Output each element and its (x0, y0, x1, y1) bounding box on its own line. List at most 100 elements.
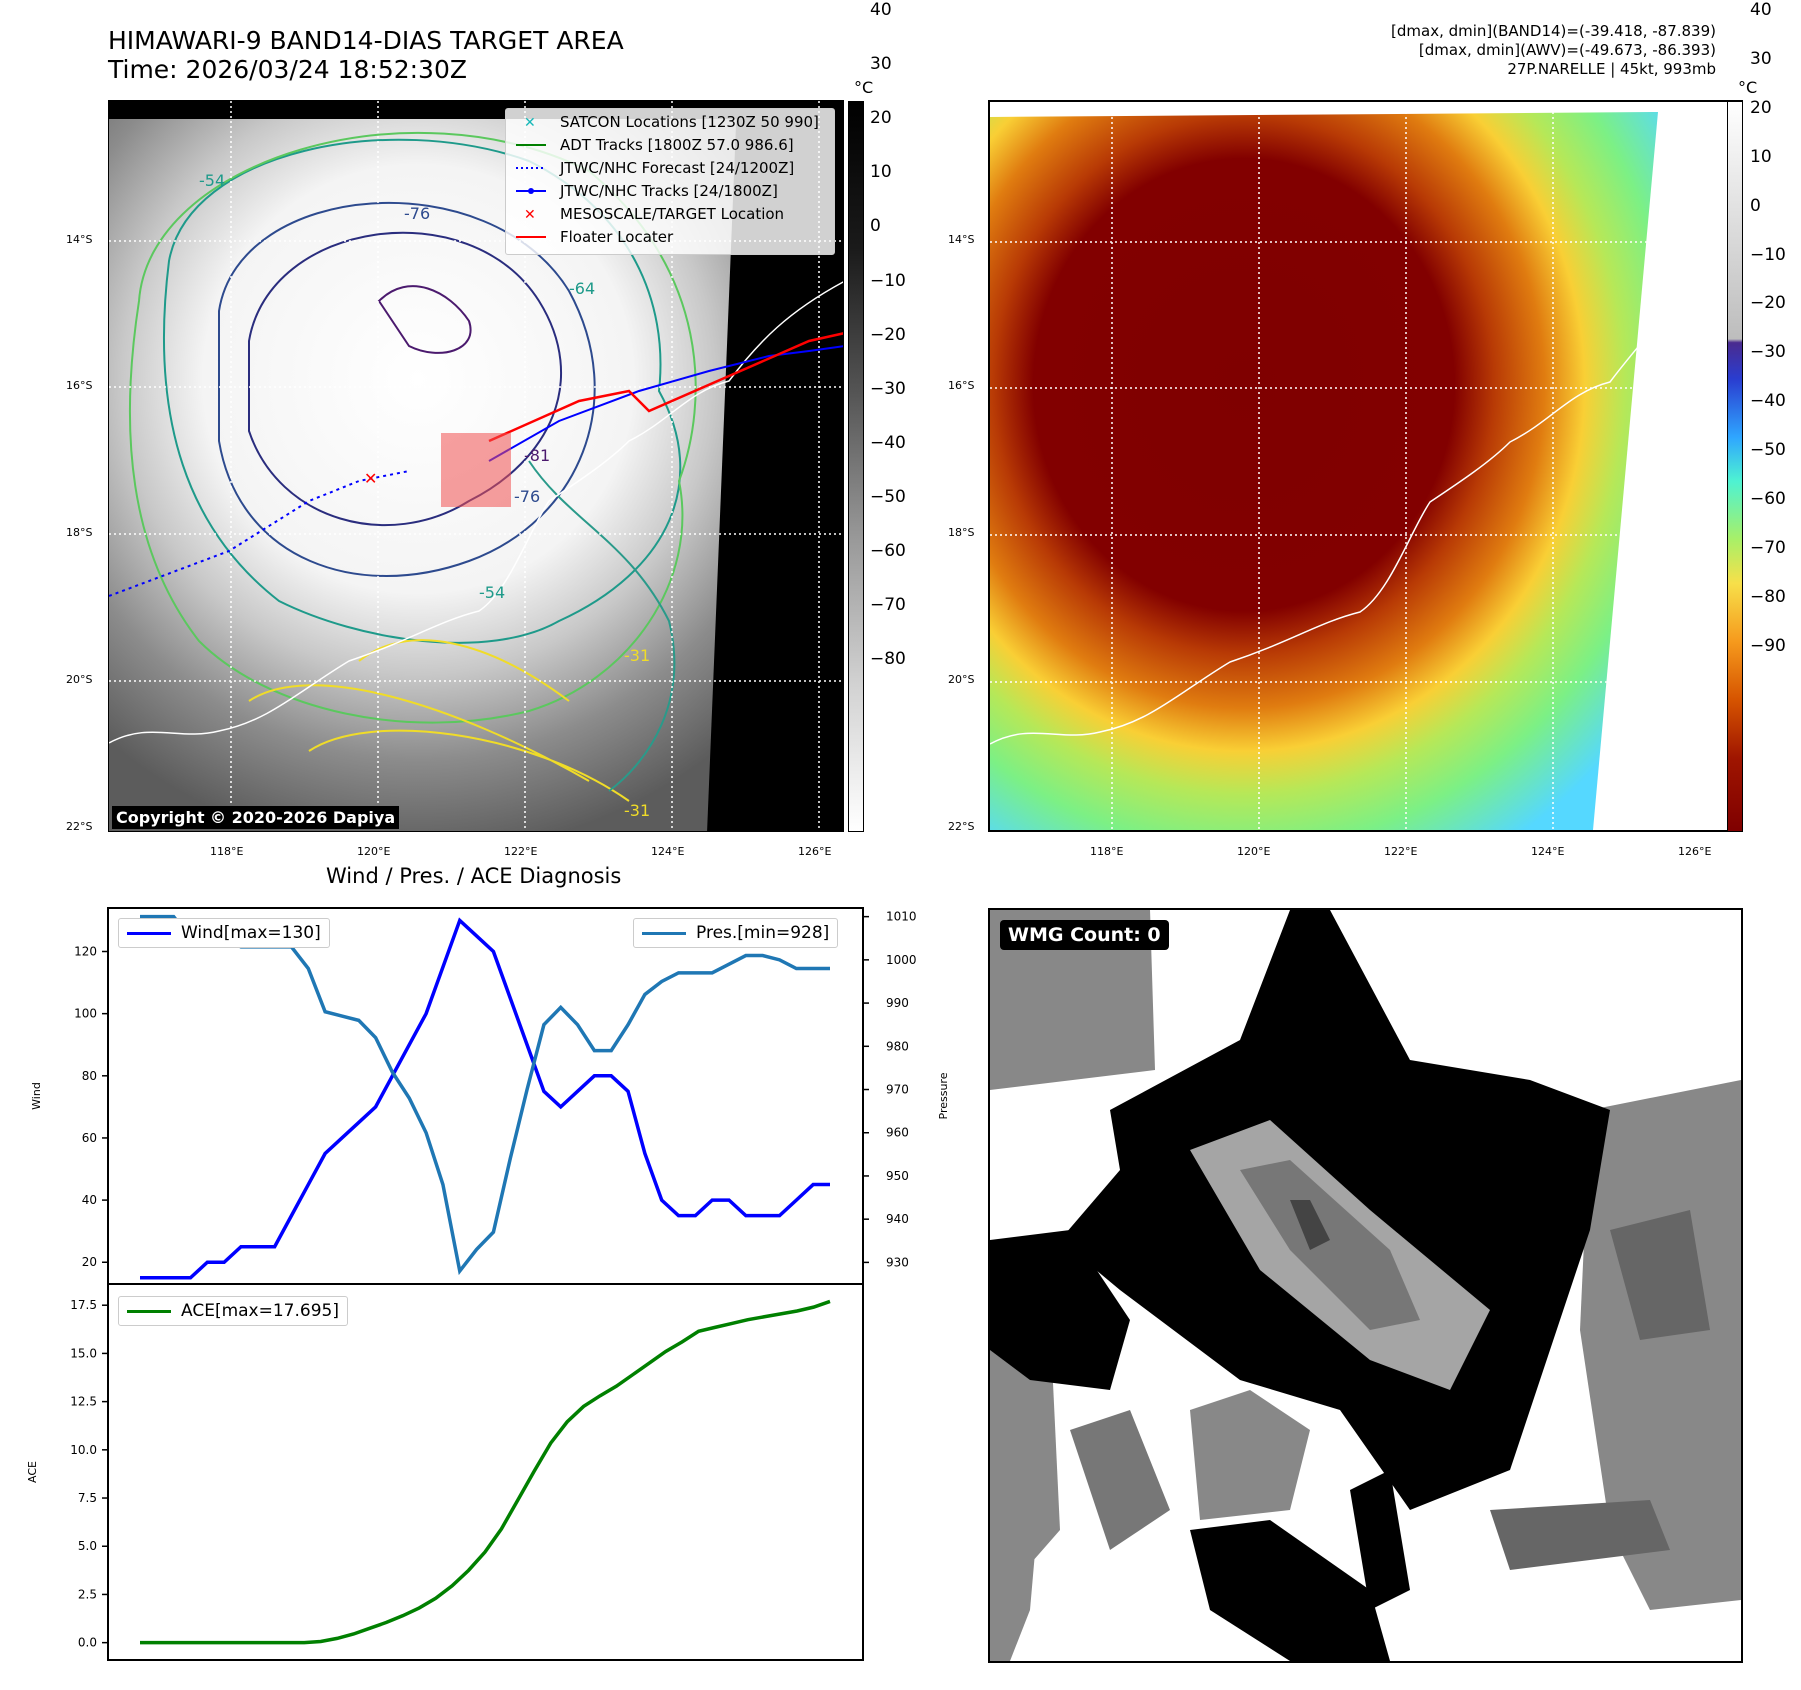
colorbar-tick: −10 (1750, 244, 1786, 265)
map-legend: ✕ SATCON Locations [1230Z 50 990] ADT Tra… (505, 108, 835, 255)
tick-label: 10.0 (70, 1443, 97, 1457)
ir-map-panel: ✕ -54 -76 -64 -81 -76 -54 -31 -31 (108, 100, 844, 832)
tick-label: 80 (82, 1069, 97, 1083)
colorbar-tick: 30 (1750, 48, 1772, 69)
colorbar-tick: −50 (1750, 440, 1786, 461)
lon-label: 126°E (1678, 845, 1712, 858)
colorbar-tick: 40 (1750, 0, 1772, 20)
contour-label: -31 (624, 646, 651, 665)
lat-label: 14°S (948, 233, 975, 246)
ace-legend: ACE[max=17.695] (118, 1296, 348, 1326)
tick-label: 950 (886, 1169, 909, 1183)
colorbar-tick: −60 (870, 541, 906, 561)
svg-text:✕: ✕ (364, 469, 377, 488)
lon-label: 120°E (1237, 845, 1271, 858)
wmg-panel (988, 908, 1743, 1663)
lon-label: 122°E (1384, 845, 1418, 858)
lat-label: 16°S (948, 379, 975, 392)
wind-series-line (140, 917, 830, 1280)
lon-label: 126°E (798, 845, 832, 858)
svg-text:✕: ✕ (524, 115, 536, 129)
ace-axis-label: ACE (26, 1461, 39, 1483)
wmg-image (990, 910, 1741, 1661)
colorbar-tick: −90 (1750, 635, 1786, 656)
colorbar-tick: −20 (1750, 293, 1786, 314)
tick-label: 960 (886, 1126, 909, 1140)
lat-label: 22°S (66, 820, 93, 833)
copyright-badge: Copyright © 2020-2026 Dapiya (112, 806, 400, 829)
awv-map-image (990, 102, 1741, 830)
lat-label: 18°S (948, 526, 975, 539)
colorbar-tick: 20 (1750, 97, 1772, 118)
diagnosis-chart-title: Wind / Pres. / ACE Diagnosis (326, 864, 622, 888)
tick-label: 980 (886, 1039, 909, 1053)
svg-text:✕: ✕ (524, 207, 536, 221)
colorbar-tick: −80 (870, 649, 906, 670)
tick-label: 17.5 (70, 1298, 97, 1312)
legend-item: ADT Tracks [1800Z 57.0 986.6] (516, 136, 794, 154)
contour-label: -81 (524, 446, 551, 465)
legend-item: ✕ SATCON Locations [1230Z 50 990] (524, 113, 819, 131)
lon-label: 118°E (1090, 845, 1124, 858)
colorbar-tick: 40 (870, 0, 892, 20)
colorbar-tick: 10 (1750, 146, 1772, 167)
tick-label: 0.0 (78, 1636, 97, 1650)
stats-title: [dmax, dmin](BAND14)=(-39.418, -87.839) … (1391, 22, 1716, 78)
colorbar-tick: −70 (1750, 537, 1786, 558)
tick-label: 120 (74, 945, 97, 959)
colorbar-tick: −40 (870, 432, 906, 453)
contour-label: -76 (514, 487, 541, 506)
tick-label: 20 (82, 1255, 97, 1269)
tick-label: 5.0 (78, 1539, 97, 1553)
wmg-count-badge: WMG Count: 0 (1000, 920, 1169, 950)
wind-axis-label: Wind (30, 1082, 43, 1110)
lat-label: 20°S (66, 673, 93, 686)
ir-map-image: ✕ (109, 101, 843, 831)
contour-label: -64 (569, 279, 596, 298)
lon-label: 118°E (210, 845, 244, 858)
tick-label: 12.5 (70, 1395, 97, 1409)
legend-item: ✕ MESOSCALE/TARGET Location (524, 205, 785, 223)
awv-map-panel (988, 100, 1743, 832)
colorbar-tick: −20 (870, 324, 906, 345)
tick-label: 7.5 (78, 1491, 97, 1505)
contour-label: -31 (624, 801, 651, 820)
colorbar-tick: −40 (1750, 391, 1786, 412)
lon-label: 124°E (651, 845, 685, 858)
lon-label: 120°E (357, 845, 391, 858)
contour-label: -54 (479, 583, 506, 602)
gray-colorbar (848, 101, 864, 832)
lat-label: 14°S (66, 233, 93, 246)
tick-label: 990 (886, 996, 909, 1010)
lat-label: 20°S (948, 673, 975, 686)
colorbar-unit: °C (854, 78, 874, 97)
main-title: HIMAWARI-9 BAND14-DIAS TARGET AREA Time:… (108, 26, 624, 84)
colorbar-unit: °C (1738, 78, 1758, 97)
colorbar-tick: 20 (870, 108, 892, 129)
wind-legend: Wind[max=130] (118, 918, 330, 948)
pressure-axis-label: Pressure (937, 1072, 950, 1119)
mesoscale-target-box (441, 433, 511, 507)
tick-label: 1010 (886, 910, 917, 924)
lat-label: 22°S (948, 820, 975, 833)
tick-label: 15.0 (70, 1346, 97, 1360)
lat-label: 18°S (66, 526, 93, 539)
colorbar-tick: −70 (870, 595, 906, 616)
colorbar-tick: −30 (870, 378, 906, 399)
tick-label: 1000 (886, 953, 917, 967)
tick-label: 2.5 (78, 1587, 97, 1601)
ace-series-line (140, 1299, 831, 1645)
tick-label: 970 (886, 1083, 909, 1097)
tick-label: 60 (82, 1131, 97, 1145)
lon-label: 122°E (504, 845, 538, 858)
colorbar-tick: 10 (870, 162, 892, 183)
legend-item: Floater Locater (516, 228, 674, 246)
colorbar-tick: −80 (1750, 586, 1786, 607)
colorbar-tick: 0 (1750, 195, 1761, 216)
colorbar-tick: 0 (870, 216, 881, 237)
tick-label: 940 (886, 1212, 909, 1226)
diagnosis-chart: 20 40 60 80 100 120 930 940 950 960 970 980 990 1000 1… (26, 907, 950, 1661)
tick-label: 100 (74, 1007, 97, 1021)
awv-colorbar (1727, 101, 1743, 832)
colorbar-tick: −30 (1750, 342, 1786, 363)
